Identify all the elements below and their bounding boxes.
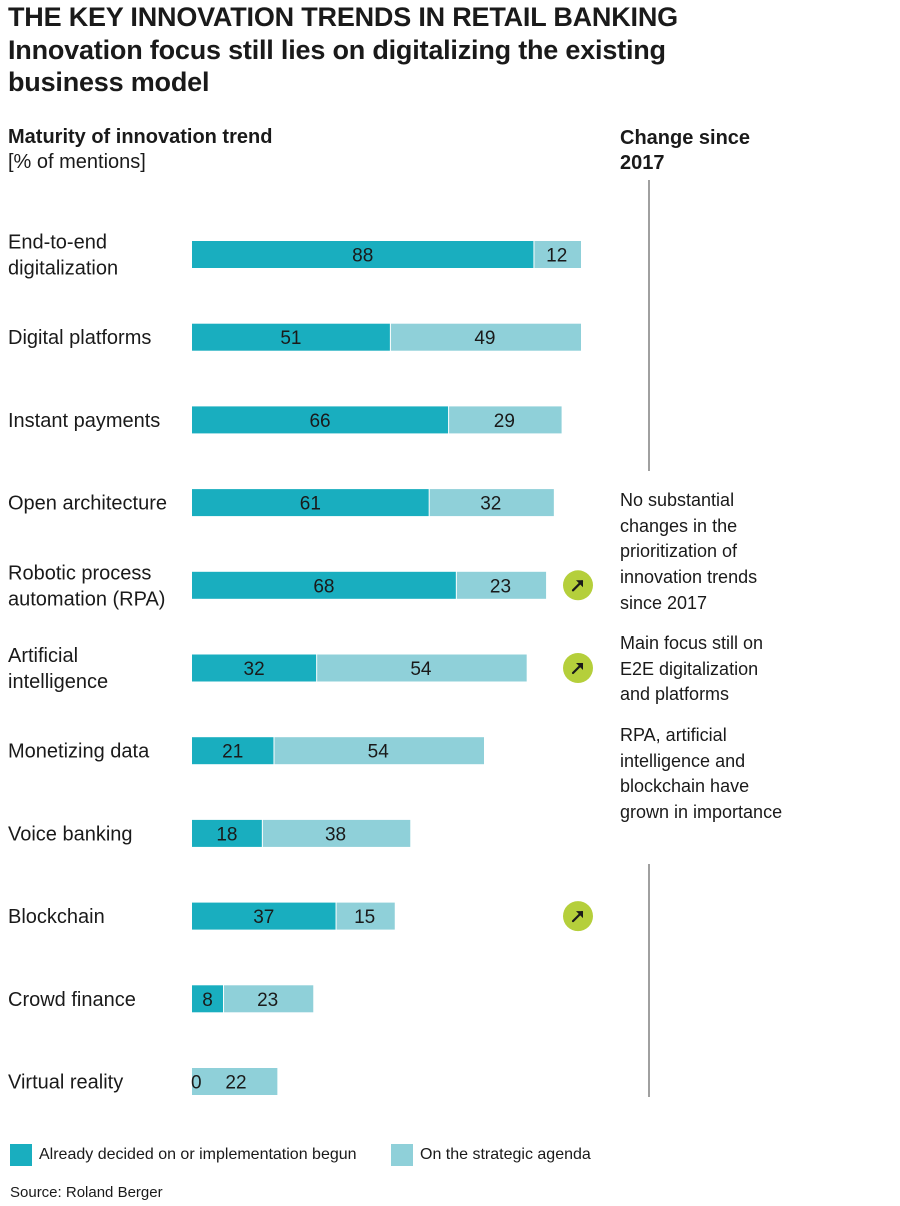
bar-decided-digital-platforms: [192, 323, 390, 351]
bar-agenda-instant-payments: [449, 406, 562, 434]
bar-agenda-virtual-reality: [192, 1068, 278, 1095]
bar-agenda-digital-platforms: [390, 323, 581, 351]
note-growth: RPA, artificial intelligence and blockch…: [620, 725, 783, 823]
legend-item-decided: Already decided on or implementation beg…: [10, 1144, 357, 1166]
chart-subtitle: Innovation focus still lies on digitaliz…: [8, 35, 666, 97]
bar-agenda-voice-banking: [262, 819, 411, 847]
bar-chart: End-to-end digitalization 88 12 Digital plat…: [8, 232, 593, 1095]
value-agenda-instant-payments: 29: [494, 411, 515, 432]
bar-decided-artificial-intelligence: [192, 654, 317, 682]
legend-label-decided: Already decided on or implementation beg…: [39, 1146, 357, 1163]
bar-decided-voice-banking: [192, 819, 262, 847]
category-label-digital-platforms: Digital platforms: [8, 327, 151, 349]
bar-decided-blockchain: [192, 902, 336, 930]
value-decided-monetizing-data: 21: [222, 742, 243, 763]
value-agenda-virtual-reality: 22: [225, 1073, 246, 1094]
category-label-artificial-intelligence-line-2: intelligence: [8, 671, 108, 693]
category-label-virtual-reality: Virtual reality: [8, 1072, 123, 1094]
left-unit-label: [% of mentions]: [8, 151, 146, 173]
category-label-crowd-finance: Crowd finance: [8, 989, 136, 1011]
change-heading: Change since 2017: [620, 127, 751, 174]
value-decided-open-architecture: 61: [300, 494, 321, 515]
bar-decided-end-to-end-digitalization: [192, 241, 534, 268]
value-agenda-monetizing-data: 54: [368, 742, 390, 763]
trend-up-arrow-head-blockchain: [576, 911, 583, 919]
category-label-end-to-end-digitalization-line-1: End-to-end: [8, 232, 107, 254]
legend-swatch-agenda: [391, 1144, 413, 1166]
value-decided-robotic-process-automation-rpa: 68: [313, 576, 334, 597]
value-agenda-artificial-intelligence: 54: [410, 659, 432, 680]
bar-agenda-robotic-process-automation-rpa: [456, 571, 547, 599]
value-decided-blockchain: 37: [253, 907, 274, 928]
category-label-blockchain: Blockchain: [8, 906, 105, 928]
category-label-instant-payments: Instant payments: [8, 410, 160, 432]
category-label-open-architecture: Open architecture: [8, 493, 167, 515]
category-label-end-to-end-digitalization-line-2: digitalization: [8, 258, 118, 280]
value-decided-virtual-reality: 0: [191, 1073, 202, 1094]
category-label-voice-banking: Voice banking: [8, 823, 133, 845]
value-agenda-open-architecture: 32: [480, 494, 501, 515]
divider-line-top: [648, 180, 650, 471]
legend-label-agenda: On the strategic agenda: [420, 1146, 591, 1163]
bar-decided-crowd-finance: [192, 985, 224, 1013]
bar-decided-monetizing-data: [192, 737, 274, 765]
category-label-robotic-process-automation-rpa-line-2: automation (RPA): [8, 588, 165, 610]
bar-decided-robotic-process-automation-rpa: [192, 571, 456, 599]
bar-agenda-monetizing-data: [274, 737, 484, 765]
legend-swatch-decided: [10, 1144, 32, 1166]
value-decided-instant-payments: 66: [309, 411, 330, 432]
chart-title: THE KEY INNOVATION TRENDS IN RETAIL BANK…: [8, 2, 678, 32]
category-label-artificial-intelligence-line-1: Artificial: [8, 645, 78, 667]
value-agenda-end-to-end-digitalization: 12: [546, 246, 567, 267]
value-decided-crowd-finance: 8: [202, 990, 213, 1011]
bar-agenda-blockchain: [336, 902, 395, 930]
bar-agenda-end-to-end-digitalization: [534, 241, 581, 268]
category-label-monetizing-data: Monetizing data: [8, 741, 150, 763]
left-heading: Maturity of innovation trend: [8, 126, 273, 148]
value-agenda-voice-banking: 38: [325, 824, 346, 845]
value-agenda-crowd-finance: 23: [257, 990, 278, 1011]
divider-line-bottom: [648, 864, 650, 1097]
note-no-change: No substantial changes in the prioritiza…: [620, 490, 758, 613]
value-agenda-digital-platforms: 49: [474, 328, 495, 349]
bar-decided-instant-payments: [192, 406, 449, 434]
value-decided-digital-platforms: 51: [280, 328, 301, 349]
value-agenda-blockchain: 15: [354, 907, 375, 928]
value-agenda-robotic-process-automation-rpa: 23: [490, 576, 511, 597]
value-decided-end-to-end-digitalization: 88: [352, 246, 373, 267]
bar-decided-open-architecture: [192, 489, 429, 517]
value-decided-voice-banking: 18: [216, 824, 237, 845]
legend-item-agenda: On the strategic agenda: [391, 1144, 591, 1166]
bar-agenda-artificial-intelligence: [317, 654, 527, 682]
bar-agenda-open-architecture: [429, 489, 554, 517]
category-label-robotic-process-automation-rpa-line-1: Robotic process: [8, 562, 151, 584]
source-note: Source: Roland Berger: [10, 1184, 163, 1201]
value-decided-artificial-intelligence: 32: [244, 659, 265, 680]
trend-up-arrow-head-robotic-process-automation-rpa: [576, 580, 583, 588]
trend-up-arrow-head-artificial-intelligence: [576, 663, 583, 670]
note-main-focus: Main focus still on E2E digitalization a…: [620, 633, 764, 705]
bar-agenda-crowd-finance: [224, 985, 314, 1013]
